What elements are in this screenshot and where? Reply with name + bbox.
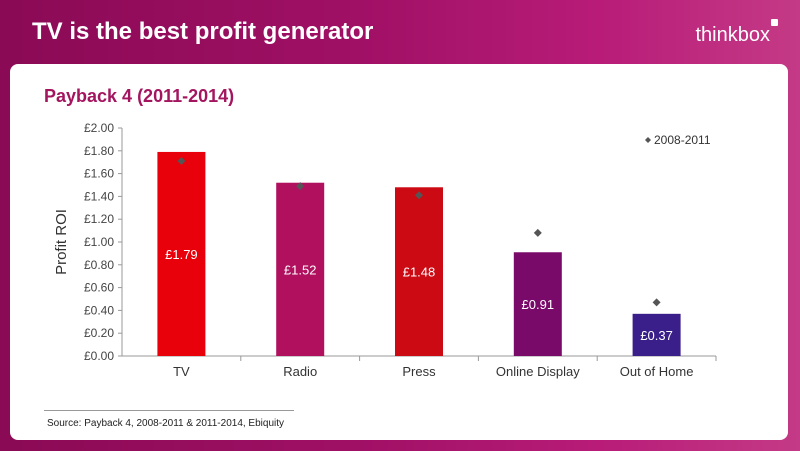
bar bbox=[513, 252, 562, 356]
bar-value-label: £1.79 bbox=[165, 247, 198, 262]
bar bbox=[157, 151, 206, 356]
slide-title: TV is the best profit generator bbox=[32, 18, 374, 45]
x-tick-label: Out of Home bbox=[620, 364, 694, 379]
y-axis-label: Profit ROI bbox=[53, 209, 70, 275]
y-tick-label: £0.00 bbox=[84, 349, 114, 363]
logo-square-icon bbox=[771, 19, 778, 26]
diamond-marker bbox=[177, 157, 186, 166]
source-note: Source: Payback 4, 2008-2011 & 2011-2014… bbox=[47, 418, 285, 429]
source-divider bbox=[44, 410, 294, 411]
y-tick-label: £1.40 bbox=[84, 189, 114, 203]
diamond-marker bbox=[533, 228, 542, 237]
bar bbox=[395, 187, 443, 356]
y-tick-label: £2.00 bbox=[84, 121, 114, 135]
bar-value-label: £0.91 bbox=[522, 297, 555, 312]
bar bbox=[632, 313, 681, 356]
bar-value-label: £1.48 bbox=[403, 265, 436, 280]
y-tick-label: £0.40 bbox=[84, 303, 114, 317]
y-tick-label: £1.00 bbox=[84, 235, 114, 249]
thinkbox-logo: thinkbox bbox=[695, 24, 771, 46]
y-tick-label: £0.80 bbox=[84, 258, 114, 272]
chart-title: Payback 4 (2011-2014) bbox=[44, 86, 235, 106]
y-tick-label: £1.80 bbox=[84, 144, 114, 158]
y-tick-label: £1.60 bbox=[84, 167, 114, 181]
bar bbox=[276, 182, 325, 356]
x-tick-label: TV bbox=[173, 364, 190, 379]
legend-label: 2008-2011 bbox=[654, 133, 711, 147]
y-tick-label: £0.20 bbox=[84, 326, 114, 340]
diamond-marker bbox=[415, 191, 423, 200]
diamond-marker bbox=[652, 298, 661, 307]
diamond-marker bbox=[296, 182, 305, 191]
x-tick-label: Radio bbox=[283, 364, 317, 379]
x-tick-label: Online Display bbox=[496, 364, 580, 379]
bar-value-label: £1.52 bbox=[284, 262, 317, 277]
x-tick-label: Press bbox=[402, 364, 436, 379]
y-tick-label: £0.60 bbox=[84, 281, 114, 295]
legend-diamond-icon bbox=[645, 137, 651, 143]
bar-value-label: £0.37 bbox=[640, 328, 673, 343]
y-tick-label: £1.20 bbox=[84, 212, 114, 226]
